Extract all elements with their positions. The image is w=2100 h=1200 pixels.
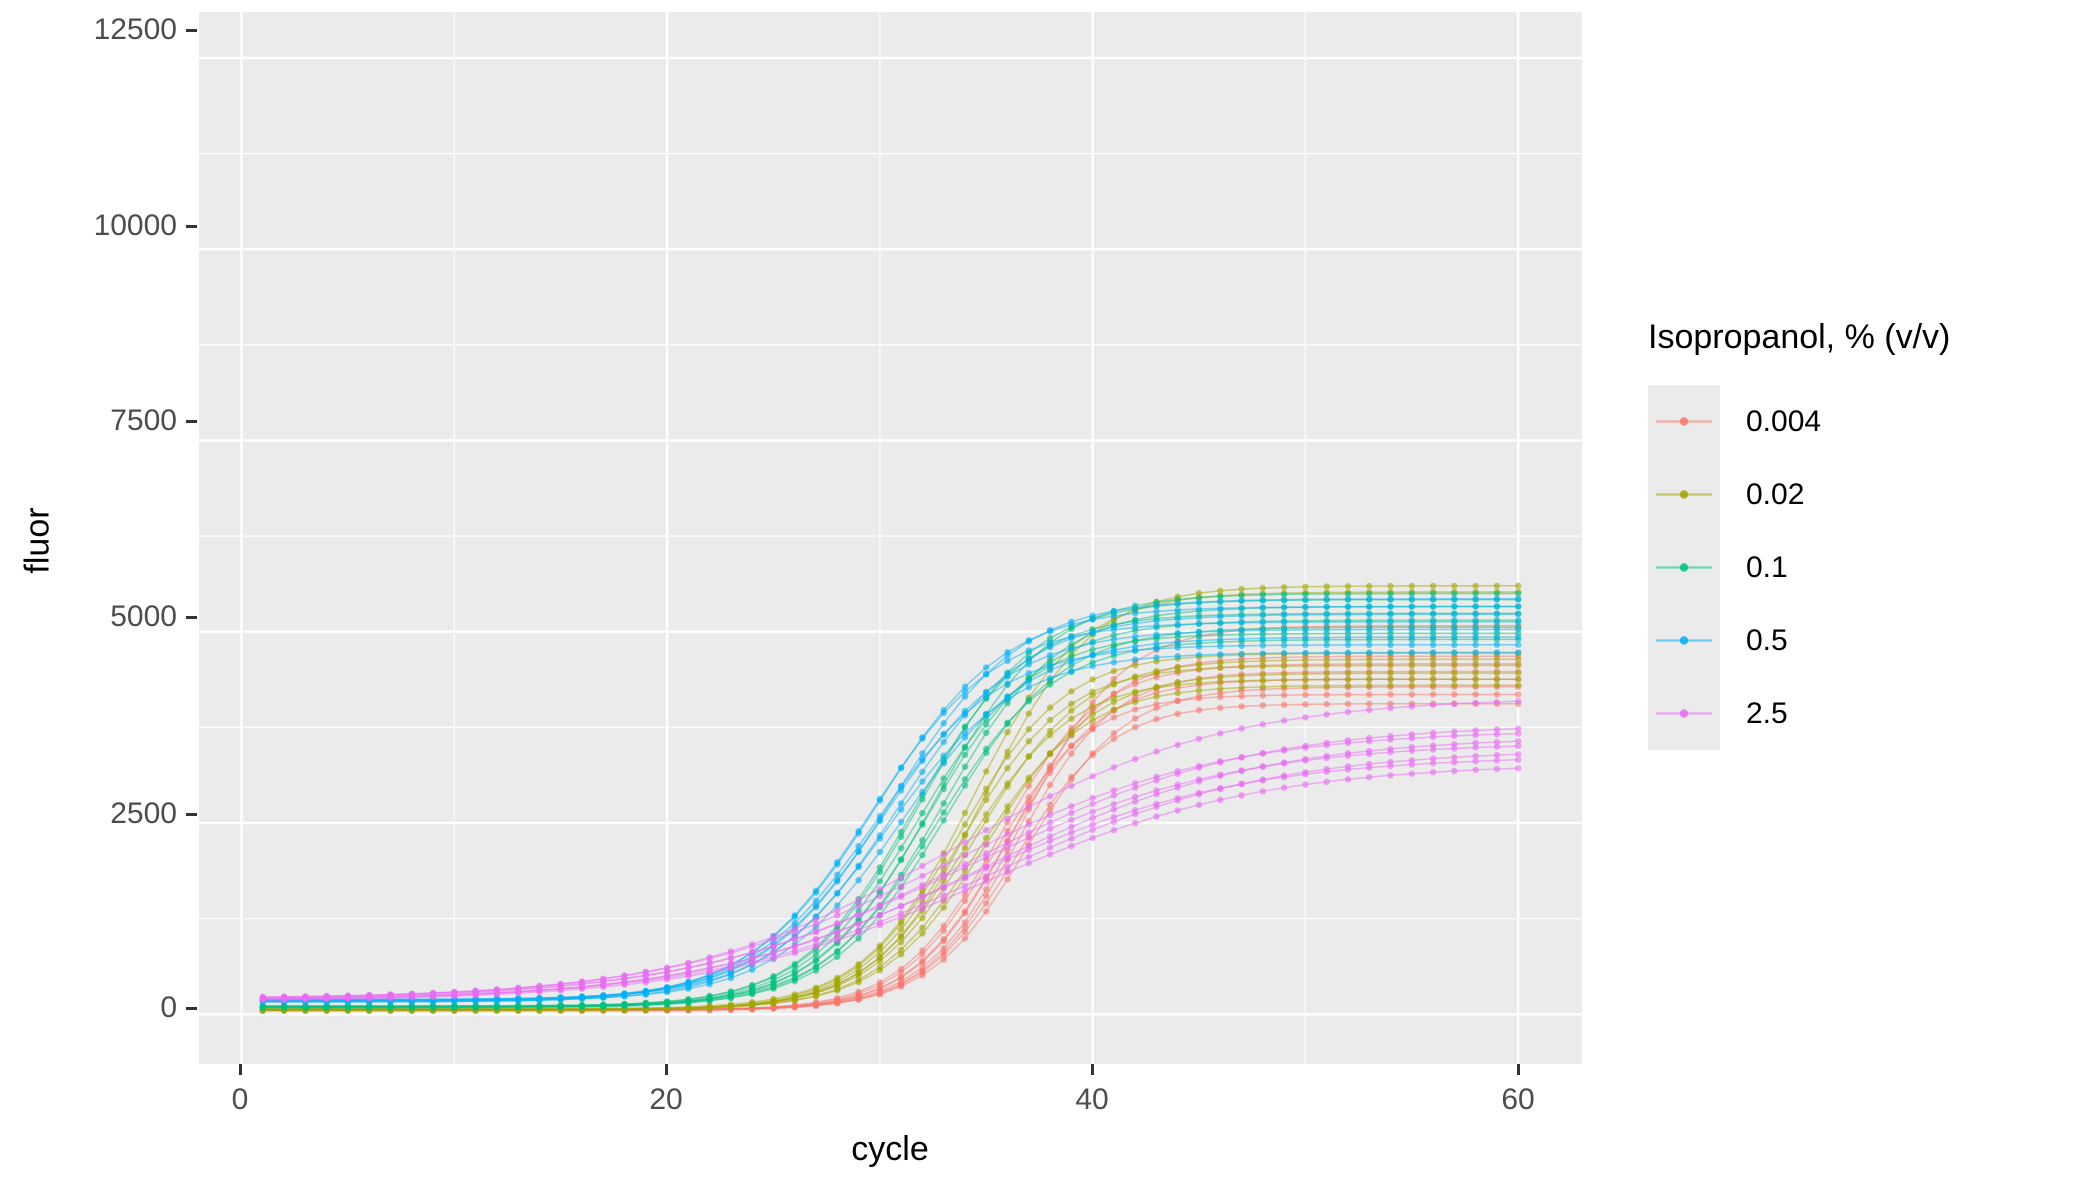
legend-entry-0.5: 0.5: [1648, 604, 2088, 677]
x-tick-label-0: 0: [231, 1083, 249, 1116]
y-tick-label-2500: 2500: [110, 797, 177, 830]
legend-key-swatch: [1648, 677, 1720, 750]
x-tick-mark: [239, 1064, 242, 1075]
y-tick-label-0: 0: [160, 991, 177, 1024]
amplification-curves-plot: [199, 12, 1582, 1064]
x-tick-mark: [1517, 1064, 1520, 1075]
legend-key-swatch: [1648, 385, 1720, 458]
y-tick-mark: [186, 225, 197, 228]
y-axis-title: fluor: [18, 507, 57, 574]
y-tick-mark: [186, 813, 197, 816]
x-tick-label-40: 40: [1075, 1083, 1109, 1116]
x-tick-label-60: 60: [1501, 1083, 1535, 1116]
plot-panel: [199, 12, 1582, 1064]
y-tick-mark: [186, 420, 197, 423]
x-tick-mark: [1091, 1064, 1094, 1075]
legend-entry-2.5: 2.5: [1648, 677, 2088, 750]
x-axis-title: cycle: [851, 1130, 929, 1168]
legend-label: 0.5: [1746, 623, 1788, 657]
y-tick-label-5000: 5000: [110, 600, 177, 633]
legend-key-swatch: [1648, 604, 1720, 677]
y-tick-mark: [186, 29, 197, 32]
legend-entry-0.004: 0.004: [1648, 385, 2088, 458]
legend-key-swatch: [1648, 531, 1720, 604]
y-tick-label-7500: 7500: [110, 404, 177, 437]
legend-entry-0.02: 0.02: [1648, 458, 2088, 531]
legend-key-swatch: [1648, 458, 1720, 531]
y-tick-label-12500: 12500: [93, 13, 177, 46]
legend-title: Isopropanol, % (v/v): [1648, 318, 1951, 356]
y-tick-mark: [186, 1007, 197, 1010]
legend-label: 0.004: [1746, 404, 1822, 438]
y-tick-mark: [186, 616, 197, 619]
legend-label: 0.02: [1746, 477, 1805, 511]
legend: Isopropanol, % (v/v) 0.004 0.02 0.1 0.5: [1648, 318, 2088, 750]
legend-label: 0.1: [1746, 550, 1788, 584]
x-tick-label-20: 20: [649, 1083, 683, 1116]
legend-entry-0.1: 0.1: [1648, 531, 2088, 604]
x-tick-mark: [665, 1064, 668, 1075]
legend-label: 2.5: [1746, 696, 1788, 730]
y-tick-label-10000: 10000: [93, 209, 177, 242]
